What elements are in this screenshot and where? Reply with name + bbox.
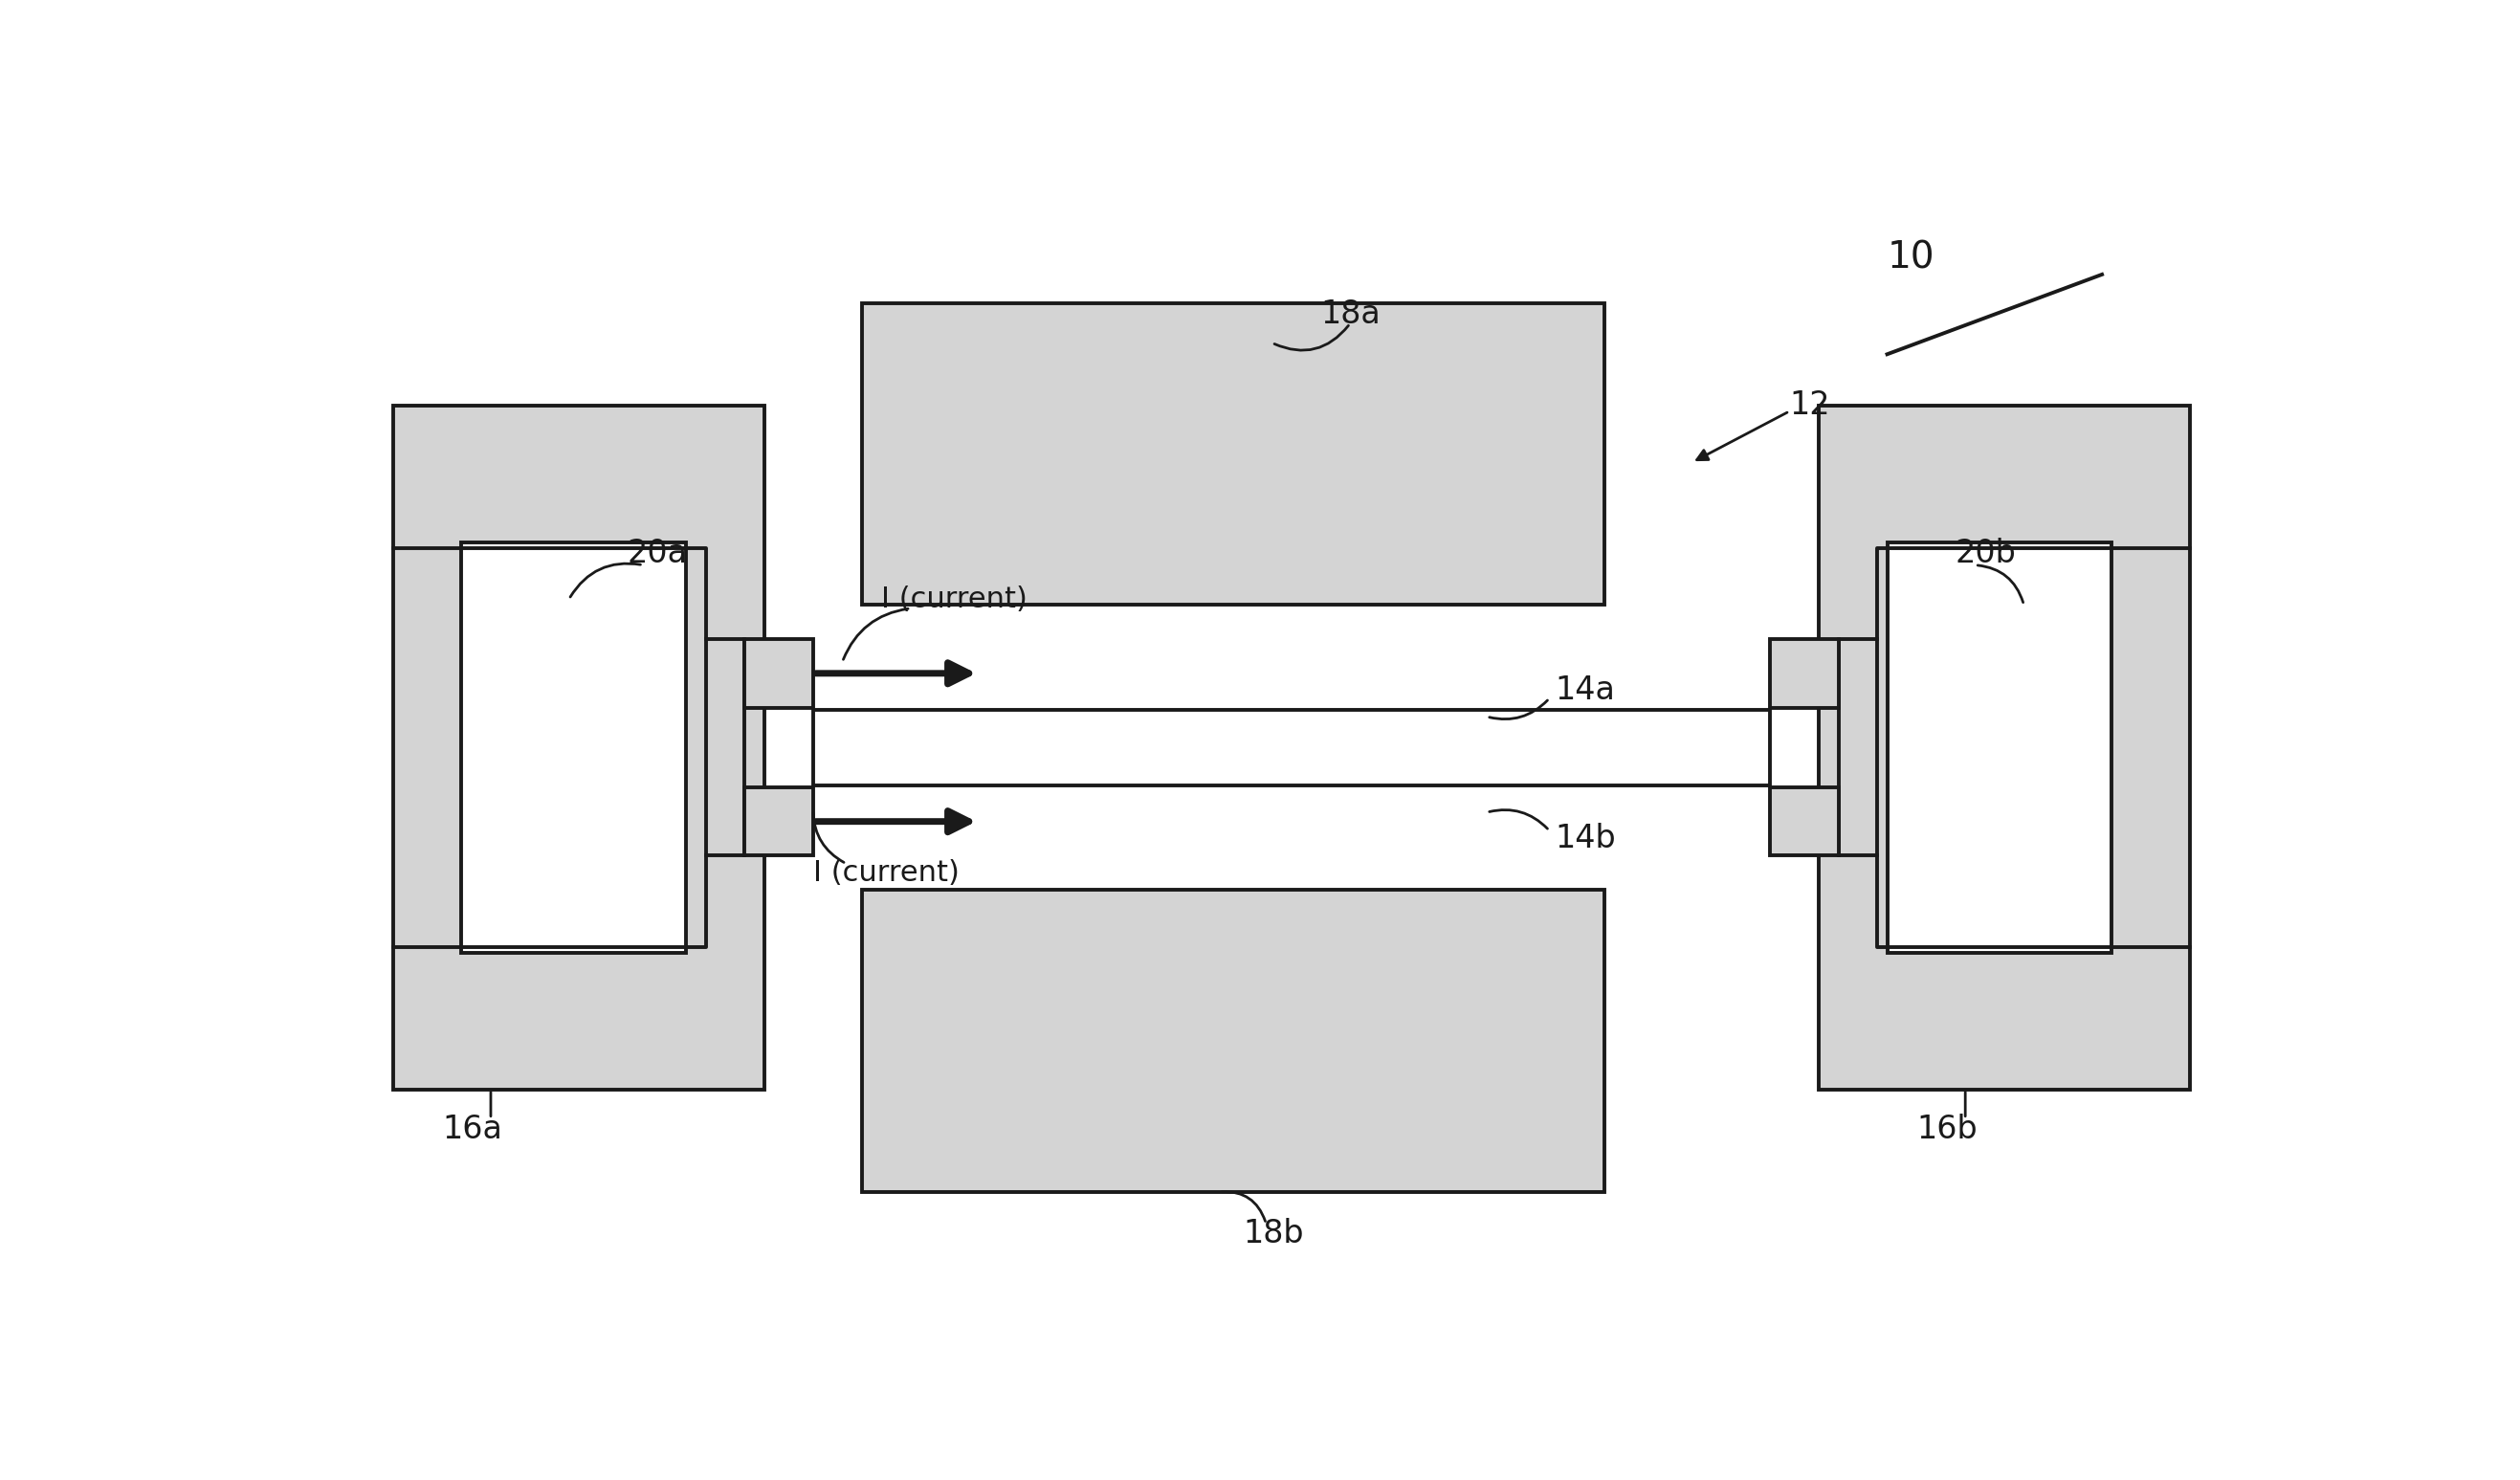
Polygon shape	[1769, 787, 1840, 855]
Bar	[1819, 406, 2190, 1089]
Polygon shape	[746, 639, 814, 707]
Polygon shape	[1769, 639, 1840, 707]
Text: 14a: 14a	[1555, 675, 1615, 706]
Bar	[862, 303, 1603, 605]
Bar	[461, 542, 685, 953]
Text: 18b: 18b	[1242, 1218, 1303, 1249]
Text: 20b: 20b	[1956, 537, 2016, 570]
Text: 10: 10	[1887, 240, 1935, 275]
Text: I (current): I (current)	[814, 858, 960, 887]
Bar	[393, 406, 764, 1089]
Text: 20a: 20a	[627, 537, 688, 570]
Text: 14b: 14b	[1555, 823, 1615, 854]
Text: 16a: 16a	[441, 1113, 501, 1146]
Polygon shape	[706, 639, 746, 855]
Text: 18a: 18a	[1320, 299, 1381, 330]
Text: 16b: 16b	[1915, 1113, 1978, 1146]
Polygon shape	[746, 787, 814, 855]
Text: 12: 12	[1789, 389, 1830, 422]
Polygon shape	[1840, 639, 1877, 855]
Bar	[814, 710, 1769, 784]
Bar	[862, 889, 1603, 1191]
Bar	[1887, 542, 2112, 953]
Text: I (current): I (current)	[882, 586, 1028, 613]
